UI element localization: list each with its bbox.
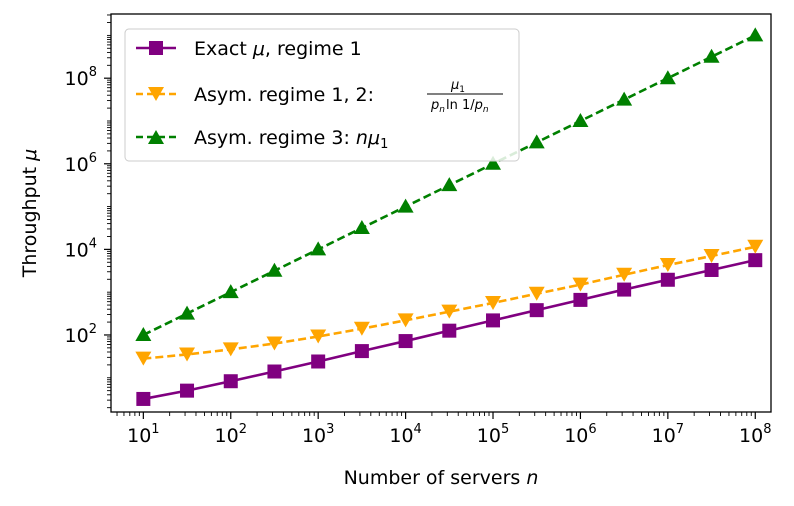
x-tick-label: 107: [652, 422, 684, 447]
data-point-square: [267, 364, 282, 379]
data-point-triangle-up: [485, 155, 502, 170]
data-point-square: [617, 282, 632, 297]
x-tick-label: 104: [389, 422, 421, 447]
data-point-triangle-up: [222, 284, 239, 299]
data-point-square: [311, 354, 326, 369]
data-point-triangle-up: [310, 241, 327, 256]
data-point-triangle-down: [179, 347, 196, 362]
data-point-triangle-down: [310, 329, 327, 344]
data-point-square: [486, 313, 501, 328]
data-point-triangle-down: [485, 295, 502, 310]
data-point-triangle-up: [266, 262, 283, 277]
legend-entry-exact: Exact μ, regime 1: [136, 38, 362, 60]
legend-marker-triangle-down: [148, 87, 164, 101]
series-line-1: [143, 245, 756, 360]
data-point-triangle-down: [353, 321, 370, 336]
data-point-square: [136, 391, 151, 406]
x-tick-label: 105: [477, 422, 509, 447]
data-point-square: [223, 374, 238, 389]
axes: 101 102 103 104 105 106 107 108 102 104 106 108: [65, 14, 771, 447]
data-point-triangle-up: [353, 219, 370, 234]
data-point-triangle-down: [222, 342, 239, 357]
data-point-square: [660, 272, 675, 287]
data-point-square: [398, 334, 413, 349]
x-axis-label: Number of servers n: [344, 467, 539, 489]
x-tick-label: 101: [127, 422, 159, 447]
data-point-triangle-down: [703, 249, 720, 264]
data-point-triangle-up: [441, 177, 458, 192]
legend-marker-square: [149, 41, 163, 55]
data-point-triangle-up: [528, 134, 545, 149]
legend-entry-asym3: Asym. regime 3: nμ1: [136, 127, 388, 152]
data-point-triangle-down: [135, 351, 152, 366]
legend-fraction-denominator: pnln 1/pn: [430, 98, 489, 115]
data-point-triangle-down: [441, 304, 458, 319]
data-point-triangle-down: [397, 313, 414, 328]
y-tick-label: 104: [65, 236, 97, 261]
x-tick-label: 103: [302, 422, 334, 447]
legend: Exact μ, regime 1 Asym. regime 1, 2: μ1 …: [124, 28, 520, 162]
legend-text-exact: Exact μ, regime 1: [194, 38, 362, 60]
legend-text-asym3: Asym. regime 3: nμ1: [194, 127, 388, 152]
data-point-square: [529, 303, 544, 318]
data-point-square: [442, 323, 457, 338]
data-point-square: [573, 292, 588, 307]
data-point-triangle-down: [528, 286, 545, 301]
data-point-triangle-up: [135, 326, 152, 341]
data-point-square: [704, 262, 719, 277]
data-point-triangle-down: [747, 239, 764, 254]
legend-entry-asym12: Asym. regime 1, 2: μ1 pnln 1/pn: [136, 78, 503, 115]
y-tick-label: 102: [65, 322, 97, 347]
plot-area: [135, 27, 764, 406]
data-point-triangle-down: [266, 336, 283, 351]
data-point-triangle-up: [572, 112, 589, 127]
x-tick-label: 106: [564, 422, 596, 447]
legend-fraction-numerator: μ1: [450, 78, 465, 95]
x-tick-label: 108: [739, 422, 771, 447]
data-point-triangle-down: [572, 277, 589, 292]
y-axis-label: Throughput μ: [19, 149, 41, 279]
y-tick-label: 106: [65, 151, 97, 176]
data-point-square: [748, 253, 763, 268]
data-point-triangle-down: [659, 258, 676, 273]
data-point-square: [354, 344, 369, 359]
y-tick-label: 108: [65, 65, 97, 90]
data-point-square: [180, 383, 195, 398]
data-point-triangle-up: [747, 27, 764, 42]
legend-text-asym12: Asym. regime 1, 2:: [194, 84, 374, 106]
data-point-triangle-up: [179, 305, 196, 320]
legend-box: [124, 28, 520, 162]
data-point-triangle-up: [659, 70, 676, 85]
x-tick-label: 102: [215, 422, 247, 447]
legend-marker-triangle-up: [148, 130, 164, 144]
data-point-triangle-up: [616, 91, 633, 106]
data-point-triangle-up: [397, 198, 414, 213]
data-point-triangle-up: [703, 48, 720, 63]
data-point-triangle-down: [616, 267, 633, 282]
